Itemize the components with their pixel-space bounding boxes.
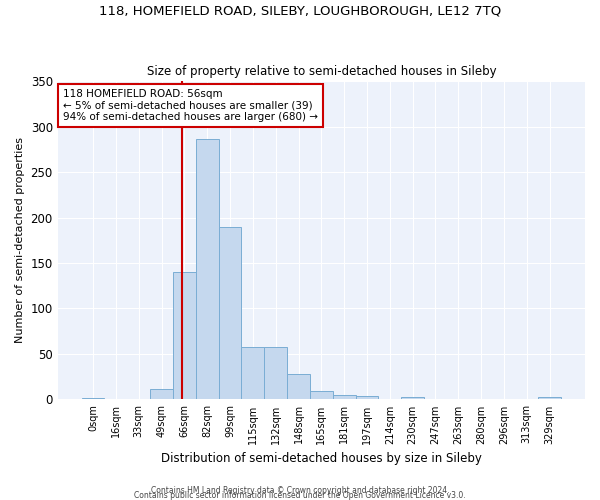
Bar bbox=[310, 391, 333, 400]
Bar bbox=[333, 395, 356, 400]
Text: 118, HOMEFIELD ROAD, SILEBY, LOUGHBOROUGH, LE12 7TQ: 118, HOMEFIELD ROAD, SILEBY, LOUGHBOROUG… bbox=[99, 5, 501, 18]
Title: Size of property relative to semi-detached houses in Sileby: Size of property relative to semi-detach… bbox=[146, 66, 496, 78]
Bar bbox=[173, 272, 196, 400]
Bar bbox=[150, 388, 173, 400]
X-axis label: Distribution of semi-detached houses by size in Sileby: Distribution of semi-detached houses by … bbox=[161, 452, 482, 465]
Text: 118 HOMEFIELD ROAD: 56sqm
← 5% of semi-detached houses are smaller (39)
94% of s: 118 HOMEFIELD ROAD: 56sqm ← 5% of semi-d… bbox=[63, 89, 318, 122]
Bar bbox=[287, 374, 310, 400]
Bar bbox=[82, 398, 104, 400]
Bar bbox=[196, 140, 218, 400]
Bar bbox=[401, 396, 424, 400]
Text: Contains public sector information licensed under the Open Government Licence v3: Contains public sector information licen… bbox=[134, 491, 466, 500]
Text: Contains HM Land Registry data © Crown copyright and database right 2024.: Contains HM Land Registry data © Crown c… bbox=[151, 486, 449, 495]
Bar bbox=[538, 396, 561, 400]
Y-axis label: Number of semi-detached properties: Number of semi-detached properties bbox=[15, 137, 25, 343]
Bar bbox=[218, 226, 241, 400]
Bar bbox=[264, 346, 287, 400]
Bar bbox=[356, 396, 379, 400]
Bar bbox=[241, 346, 264, 400]
